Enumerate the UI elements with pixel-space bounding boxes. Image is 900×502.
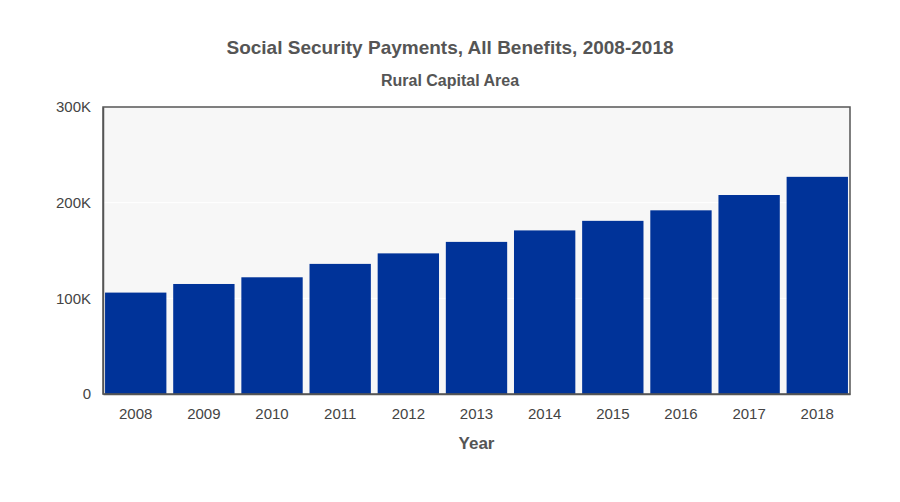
x-tick: 2010 (255, 394, 288, 422)
x-tick-label: 2018 (801, 405, 834, 422)
y-tick-label: 200K (56, 194, 91, 211)
x-tick-label: 2014 (528, 405, 561, 422)
x-tick-label: 2012 (392, 405, 425, 422)
y-tick: 0 (83, 385, 103, 402)
x-tick-label: 2013 (460, 405, 493, 422)
bars (105, 177, 848, 394)
x-tick-label: 2008 (119, 405, 152, 422)
bar (514, 230, 575, 394)
y-tick: 200K (56, 194, 103, 211)
bar (446, 242, 507, 394)
x-tick: 2017 (732, 394, 765, 422)
y-tick: 300K (56, 98, 103, 115)
x-tick-label: 2010 (255, 405, 288, 422)
bar (105, 293, 166, 394)
plot-background (103, 107, 850, 394)
bar (787, 177, 848, 394)
x-axis: 2008 2009 2010 2011 2012 2013 2014 2015 2016 2017… (104, 394, 851, 422)
x-tick: 2016 (664, 394, 697, 422)
x-tick-label: 2017 (732, 405, 765, 422)
grid (103, 107, 850, 394)
x-tick: 2015 (596, 394, 629, 422)
bar (310, 264, 371, 394)
bar (718, 195, 779, 394)
x-tick-label: 2015 (596, 405, 629, 422)
x-tick: 2014 (528, 394, 561, 422)
x-tick-label: 2016 (664, 405, 697, 422)
y-axis-line (103, 108, 105, 395)
title: Social Security Payments, All Benefits, … (226, 37, 673, 58)
x-tick-label: 2011 (324, 405, 356, 422)
x-tick: 2013 (460, 394, 493, 422)
bar (582, 221, 643, 394)
bar (173, 284, 234, 394)
x-tick: 2018 (801, 394, 834, 422)
plot-frame (103, 107, 850, 394)
bar (241, 277, 302, 394)
x-axis-line (104, 394, 851, 396)
x-tick: 2011 (324, 394, 356, 422)
y-tick-label: 0 (83, 385, 91, 402)
y-tick-label: 100K (56, 290, 91, 307)
x-tick-label: 2009 (187, 405, 220, 422)
chart: 0 100K 200K 300K 2008 2009 2010 2011 2012 2013 201… (0, 0, 900, 502)
x-tick: 2009 (187, 394, 220, 422)
y-axis: 0 100K 200K 300K (56, 98, 104, 402)
y-tick-label: 300K (56, 98, 91, 115)
plot: 0 100K 200K 300K 2008 2009 2010 2011 2012 2013 201… (56, 98, 851, 421)
subtitle: Rural Capital Area (381, 72, 519, 89)
x-tick: 2012 (392, 394, 425, 422)
bar (378, 253, 439, 394)
x-tick: 2008 (119, 394, 152, 422)
bar (650, 210, 711, 394)
x-axis-title: Year (459, 434, 495, 453)
y-tick: 100K (56, 290, 103, 307)
